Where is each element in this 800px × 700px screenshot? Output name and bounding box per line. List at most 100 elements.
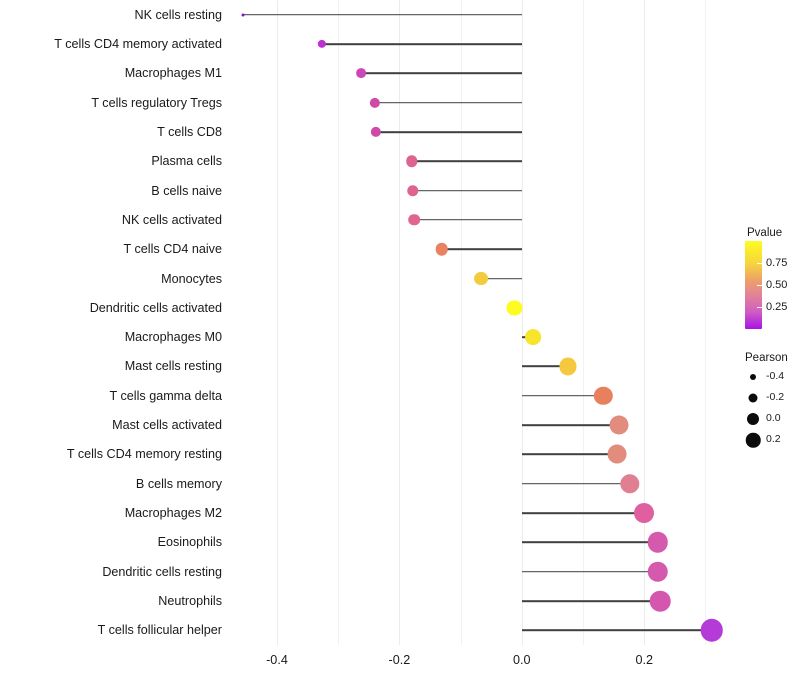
lollipop-stem [521,394,604,397]
lollipop-point[interactable] [370,126,382,138]
lollipop-stem [243,13,522,16]
y-axis-label: NK cells resting [134,7,223,22]
lollipop-stem [521,453,618,456]
lollipop-point[interactable] [317,39,326,49]
plot-panel [228,0,733,645]
lollipop-point[interactable] [594,386,613,405]
y-axis-label: B cells naive [151,183,222,198]
size-legend-dot [748,393,758,403]
gridline-minor [338,0,340,645]
x-tick-label: 0.2 [635,653,653,667]
y-axis-label: Neutrophils [158,594,222,609]
lollipop-point[interactable] [607,444,627,464]
lollipop-stem [521,424,619,426]
lollipop-point[interactable] [647,532,668,553]
y-axis-label: T cells CD8 [157,124,222,139]
lollipop-stem [412,189,522,192]
y-axis-label: Plasma cells [151,154,222,169]
size-legend-label: 0.0 [766,412,781,424]
gridline-minor [460,0,462,645]
y-axis-label: B cells memory [135,476,222,491]
lollipop-stem [360,72,522,75]
lollipop-stem [414,219,522,221]
lollipop-stem [521,365,568,368]
colorbar-tick-label: 0.50 [766,279,788,291]
y-axis-label: Mast cells activated [112,418,222,433]
lollipop-point[interactable] [524,329,541,346]
y-axis-label: Dendritic cells resting [102,564,222,579]
y-axis-label: Dendritic cells activated [89,300,222,315]
gridline-major [276,0,278,645]
y-axis-label: T cells CD4 naive [123,242,222,257]
colorbar-tickmark [757,263,762,264]
lollipop-stem [321,43,522,45]
lollipop-point[interactable] [435,242,448,256]
x-tick-label: 0.0 [513,653,531,667]
lollipop-point[interactable] [405,155,418,167]
size-legend-label: -0.4 [766,370,785,382]
y-axis-label: T cells regulatory Tregs [91,95,222,110]
size-legend-dot [747,413,759,425]
gridline-minor [705,0,707,645]
y-axis-label: T cells follicular helper [97,623,222,638]
lollipop-point[interactable] [647,561,668,582]
lollipop-point[interactable] [700,619,723,642]
gridline-major [644,0,646,645]
x-tick-label: -0.2 [388,653,411,667]
size-legend-item: -0.2 [742,389,800,407]
lollipop-stem [376,131,522,133]
lollipop-point[interactable] [407,184,419,197]
colorbar-tickmark [757,307,762,308]
colorbar-tickmark [757,285,762,286]
lollipop-point[interactable] [408,214,420,226]
lollipop-stem [521,629,712,632]
lollipop-stem [521,482,630,485]
legend-container: Pvalue 0.25 0.50 0.75 Pearson -0.4 -0.2 0.0 0… [742,0,800,700]
y-axis-label: Eosinophils [157,535,222,550]
y-axis-label: NK cells activated [121,212,222,227]
x-tick-label: -0.4 [266,653,288,667]
y-axis-labels: NK cells resting T cells CD4 memory activ… [0,0,222,700]
colorbar-title: Pvalue [747,227,783,239]
size-legend-title: Pearson [745,352,788,364]
size-legend-item: 0.0 [742,410,800,428]
size-legend-item: -0.4 [742,368,800,386]
lollipop-stem [521,570,658,573]
size-legend-dot [750,374,756,380]
y-axis-label: Macrophages M0 [124,330,222,345]
lollipop-point[interactable] [473,271,488,286]
lollipop-point[interactable] [619,474,640,494]
size-legend-item: 0.2 [742,431,800,449]
gridline-minor [583,0,585,645]
lollipop-point[interactable] [355,68,366,79]
gridline-major [521,0,523,645]
lollipop-stem [521,600,661,602]
size-legend-dot [745,432,761,448]
lollipop-point[interactable] [506,300,523,316]
y-axis-label: Macrophages M1 [124,66,222,81]
lollipop-point[interactable] [241,13,245,17]
lollipop-point[interactable] [649,590,671,612]
lollipop-stem [521,512,645,514]
y-axis-label: Macrophages M2 [124,506,222,521]
lollipop-point[interactable] [369,97,381,108]
y-axis-label: T cells CD4 memory resting [66,447,222,462]
size-legend-label: -0.2 [766,391,785,403]
lollipop-stem [441,248,522,250]
lollipop-point[interactable] [634,503,655,524]
gridline-major [399,0,401,645]
colorbar-tick-label: 0.75 [766,257,788,269]
lollipop-point[interactable] [609,415,629,435]
lollipop-stem [480,277,522,280]
size-legend-label: 0.2 [766,433,781,445]
y-axis-label: Mast cells resting [124,359,222,374]
y-axis-label: Monocytes [161,271,222,286]
lollipop-stem [374,101,522,104]
lollipop-stem [411,160,522,163]
lollipop-point[interactable] [559,357,577,376]
y-axis-label: T cells gamma delta [109,388,222,403]
x-axis: -0.4 -0.2 0.0 0.2 [228,645,733,685]
colorbar-tick-label: 0.25 [766,301,788,313]
lollipop-stem [521,541,658,544]
